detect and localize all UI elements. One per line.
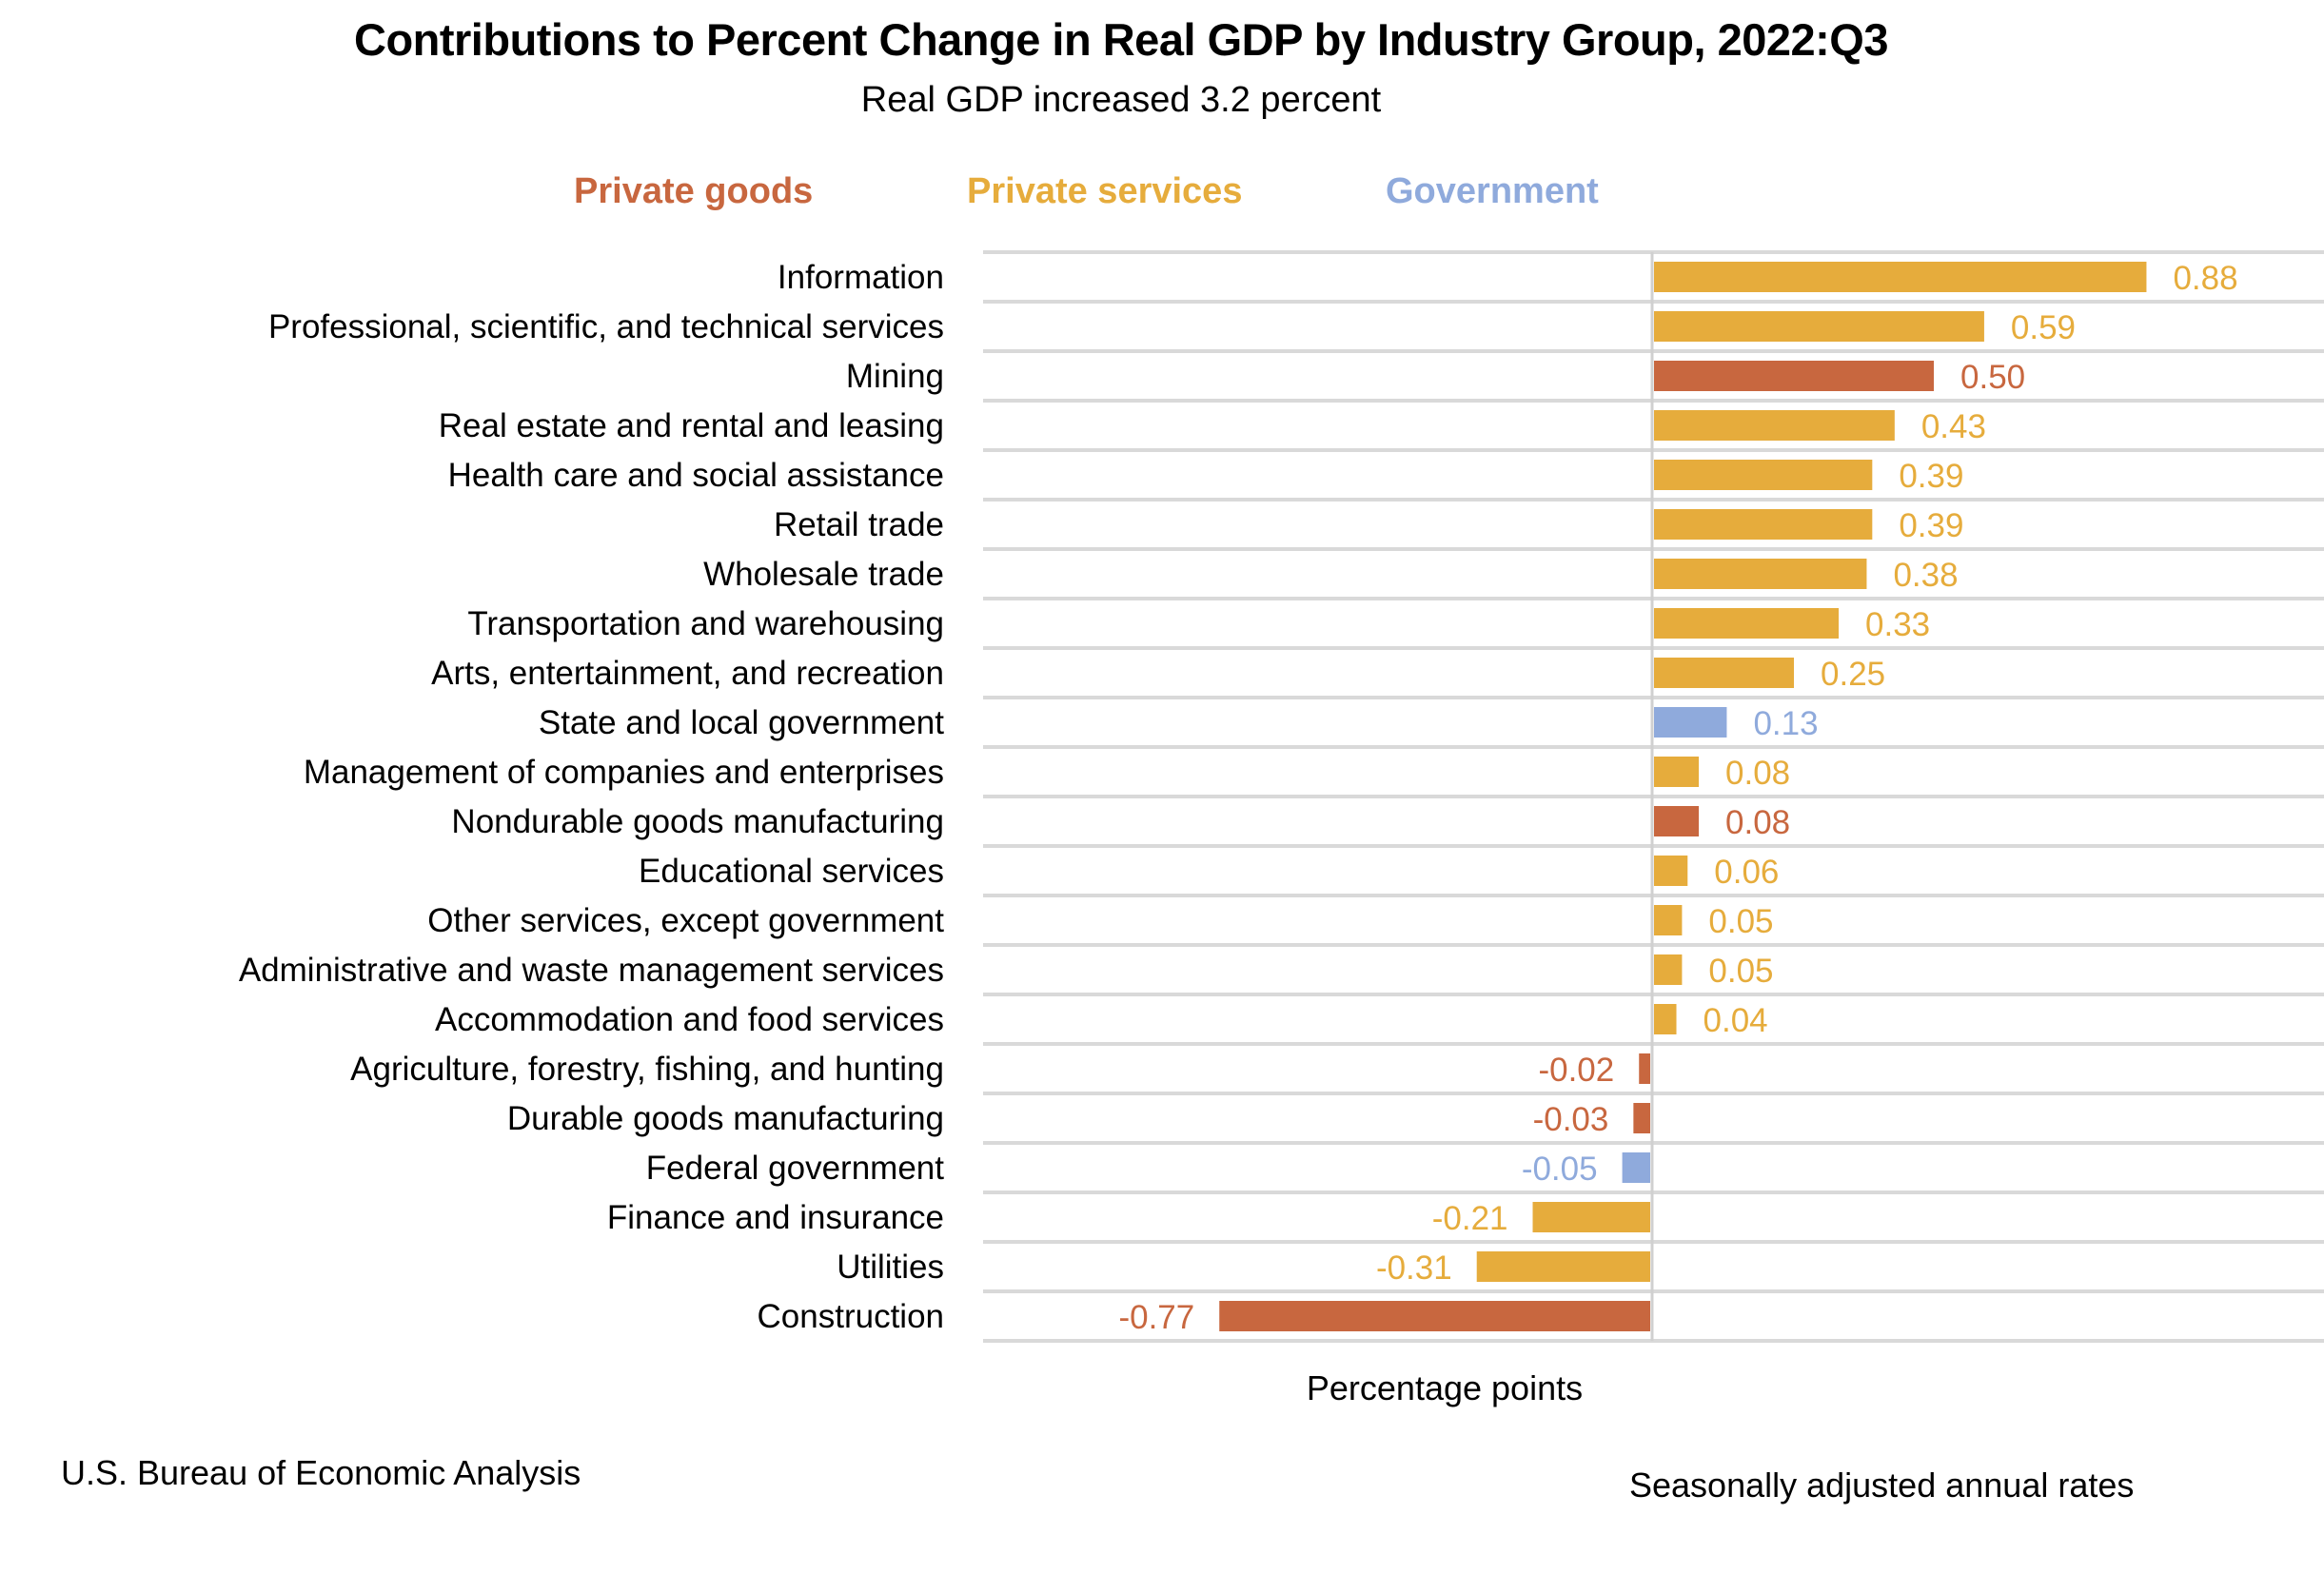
category-label: Retail trade (774, 506, 944, 543)
value-label: 0.08 (1725, 755, 1790, 792)
category-label: Management of companies and enterprises (304, 754, 944, 791)
bar (1654, 954, 1683, 985)
category-labels: Information Professional, scientific, and… (239, 259, 944, 1335)
category-label: Professional, scientific, and technical … (268, 308, 944, 345)
category-label: Health care and social assistance (448, 457, 944, 494)
category-label: Utilities (837, 1249, 944, 1286)
legend-item-private-services: Private services (967, 171, 1242, 212)
category-label: Finance and insurance (607, 1199, 944, 1236)
bar (1654, 608, 1840, 639)
value-label: 0.88 (2173, 260, 2237, 297)
bar (1654, 460, 1873, 490)
value-label: 0.38 (1893, 557, 1958, 594)
value-label: 0.50 (1960, 359, 2025, 396)
legend-label: Private services (967, 171, 1243, 211)
category-label: Real estate and rental and leasing (439, 407, 944, 444)
category-label: State and local government (539, 704, 944, 741)
bar (1654, 410, 1895, 441)
category-label: Construction (758, 1298, 944, 1335)
bar (1654, 509, 1873, 540)
bar (1654, 262, 2147, 292)
bar (1654, 1004, 1677, 1034)
value-label: 0.13 (1753, 705, 1818, 742)
value-label: 0.33 (1865, 606, 1930, 643)
value-label: 0.43 (1921, 408, 1986, 445)
legend-label: Government (1386, 171, 1599, 211)
value-label: -0.05 (1522, 1151, 1598, 1188)
value-labels: 0.88 0.59 0.50 0.43 0.39 0.39 0.38 0.33 0.250.13… (1118, 260, 2237, 1336)
value-label: 0.06 (1714, 854, 1779, 891)
bar (1622, 1152, 1650, 1183)
bar (1654, 757, 1700, 787)
bar (1532, 1202, 1650, 1232)
bar (1219, 1301, 1650, 1331)
category-label: Mining (846, 358, 944, 395)
bar (1639, 1053, 1650, 1084)
value-label: -0.03 (1533, 1101, 1609, 1138)
bar (1654, 806, 1700, 836)
value-label: 0.05 (1708, 953, 1773, 990)
category-label: Arts, entertainment, and recreation (431, 655, 944, 692)
rates-note: Seasonally adjusted annual rates (1629, 1466, 2135, 1505)
category-label: Educational services (639, 853, 944, 890)
value-label: 0.04 (1704, 1002, 1768, 1039)
bar (1654, 559, 1867, 589)
category-label: Durable goods manufacturing (507, 1100, 944, 1137)
value-label: -0.21 (1432, 1200, 1508, 1237)
bars (1219, 262, 2147, 1331)
chart-subtitle: Real GDP increased 3.2 percent (860, 80, 1382, 120)
value-label: 0.39 (1899, 507, 1963, 544)
value-label: 0.05 (1708, 903, 1773, 940)
legend-item-private-goods: Private goods (574, 171, 813, 212)
bar (1654, 707, 1727, 738)
value-label: -0.02 (1538, 1052, 1614, 1089)
category-label: Wholesale trade (703, 556, 944, 593)
legend-label: Private goods (574, 171, 814, 211)
legend-item-government: Government (1386, 171, 1599, 212)
value-label: 0.08 (1725, 804, 1790, 841)
bar (1654, 658, 1794, 688)
value-label: -0.31 (1376, 1249, 1452, 1287)
value-label: 0.25 (1821, 656, 1885, 693)
chart-title: Contributions to Percent Change in Real … (354, 14, 1889, 65)
category-label: Transportation and warehousing (467, 605, 944, 642)
bar (1654, 361, 1934, 391)
bar (1476, 1251, 1650, 1282)
bar (1633, 1103, 1650, 1133)
category-label: Nondurable goods manufacturing (451, 803, 944, 840)
bar (1654, 311, 1984, 342)
category-label: Federal government (646, 1150, 944, 1187)
category-label: Administrative and waste management serv… (239, 952, 944, 989)
value-label: -0.77 (1118, 1299, 1194, 1336)
category-label: Agriculture, forestry, fishing, and hunt… (350, 1051, 944, 1088)
category-label: Other services, except government (427, 902, 944, 939)
category-label: Information (778, 259, 944, 296)
bar (1654, 856, 1688, 886)
source-note: U.S. Bureau of Economic Analysis (61, 1453, 581, 1492)
bar (1654, 905, 1683, 935)
value-label: 0.39 (1899, 458, 1963, 495)
category-label: Accommodation and food services (435, 1001, 944, 1038)
value-label: 0.59 (2011, 309, 2076, 346)
x-axis-title: Percentage points (1306, 1368, 1584, 1407)
